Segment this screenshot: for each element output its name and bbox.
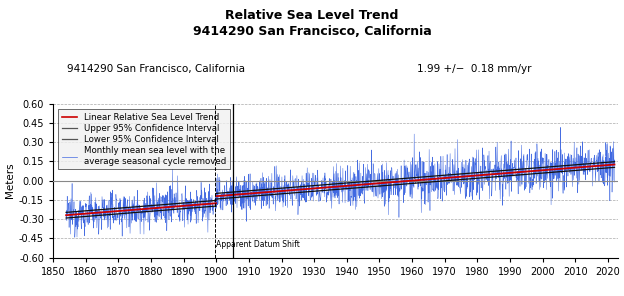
Y-axis label: Meters: Meters: [5, 163, 15, 198]
Text: Apparent Datum Shift: Apparent Datum Shift: [217, 240, 300, 249]
Legend: Linear Relative Sea Level Trend, Upper 95% Confidence Interval, Lower 95% Confid: Linear Relative Sea Level Trend, Upper 9…: [59, 110, 230, 169]
Text: 1.99 +/−  0.18 mm/yr: 1.99 +/− 0.18 mm/yr: [417, 64, 532, 74]
Text: Relative Sea Level Trend
9414290 San Francisco, California: Relative Sea Level Trend 9414290 San Fra…: [193, 9, 431, 38]
Text: 9414290 San Francisco, California: 9414290 San Francisco, California: [67, 64, 245, 74]
